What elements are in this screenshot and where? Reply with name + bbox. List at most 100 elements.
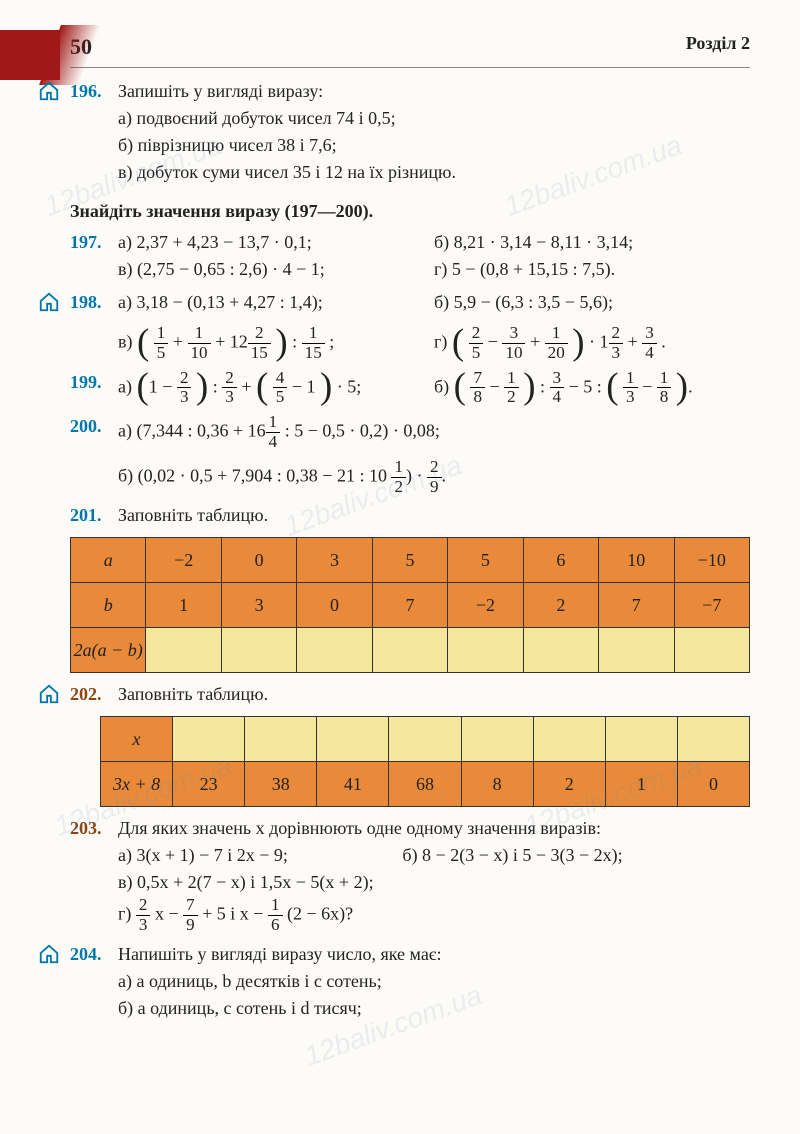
home-icon — [38, 80, 60, 102]
table-cell: 68 — [389, 762, 461, 807]
problem-line: б) 8,21 · 3,14 − 8,11 · 3,14; — [434, 229, 750, 256]
page: 12baliv.com.ua 12baliv.com.ua 12baliv.co… — [0, 0, 800, 1134]
problem-text: Заповніть таблицю. — [118, 505, 268, 525]
problem-204: 204. Напишіть у вигляді виразу число, як… — [70, 941, 750, 1022]
table-cell: 5 — [448, 538, 523, 583]
table-row-header: 3x + 8 — [101, 762, 173, 807]
table-row-header: a — [71, 538, 146, 583]
table-cell — [221, 628, 296, 673]
table-cell: 2 — [533, 762, 605, 807]
problem-line: а) подвоєний добуток чисел 74 і 0,5; — [118, 105, 750, 132]
problem-line-math: в) ( 15 + 110 + 12215 ) : 115 ; — [118, 324, 434, 363]
problem-line: б) 5,9 − (6,3 : 3,5 − 5,6); — [434, 289, 750, 316]
table-cell: 6 — [523, 538, 598, 583]
problem-body: а) 2,37 + 4,23 − 13,7 · 0,1; б) 8,21 · 3… — [118, 229, 750, 283]
section-title: Розділ 2 — [686, 30, 750, 63]
problem-line-math: г) ( 25 − 310 + 120 ) · 123 + 34 . — [434, 324, 750, 363]
table-cell — [677, 717, 749, 762]
problem-line: а) a одиниць, b десятків і c сотень; — [118, 968, 750, 995]
table-cell — [389, 717, 461, 762]
problem-line-math: г) 23 x − 79 + 5 і x − 16 (2 − 6x)? — [118, 896, 750, 935]
table-cell: 5 — [372, 538, 447, 583]
problem-title: Для яких значень x дорівнюють одне одном… — [118, 815, 750, 842]
problem-200: 200. а) (7,344 : 0,36 + 1614 : 5 − 0,5 ·… — [70, 413, 750, 496]
table-cell — [317, 717, 389, 762]
table-cell — [461, 717, 533, 762]
table-cell: 7 — [372, 583, 447, 628]
problem-198: 198. а) 3,18 − (0,13 + 4,27 : 1,4); б) 5… — [70, 289, 750, 363]
page-header: 50 Розділ 2 — [70, 30, 750, 68]
table-cell: −2 — [146, 538, 221, 583]
problem-line: а) 3(x + 1) − 7 і 2x − 9; — [118, 842, 402, 869]
problem-line: в) добуток суми чисел 35 і 12 на їх різн… — [118, 159, 750, 186]
problem-line: в) 0,5x + 2(7 − x) і 1,5x − 5(x + 2); — [118, 869, 750, 896]
table-cell: 23 — [173, 762, 245, 807]
table-cell — [533, 717, 605, 762]
problem-number: 199. — [70, 369, 118, 396]
problem-203: 203. Для яких значень x дорівнюють одне … — [70, 815, 750, 935]
problem-line-math: б) (0,02 · 0,5 + 7,904 : 0,38 − 21 : 10 … — [118, 458, 750, 497]
problem-197: 197. а) 2,37 + 4,23 − 13,7 · 0,1; б) 8,2… — [70, 229, 750, 283]
problem-body: Для яких значень x дорівнюють одне одном… — [118, 815, 750, 935]
problem-number: 197. — [70, 229, 118, 256]
problem-line: б) 8 − 2(3 − x) і 5 − 3(3 − 2x); — [402, 842, 750, 869]
table-cell: −2 — [448, 583, 523, 628]
problem-line-math: б) ( 78 − 12 ) : 34 − 5 : ( 13 − 18 ). — [434, 369, 750, 408]
table-cell — [372, 628, 447, 673]
home-icon — [38, 291, 60, 313]
table-cell — [146, 628, 221, 673]
table-cell — [173, 717, 245, 762]
table-cell — [674, 628, 750, 673]
problem-line: б) піврізницю чисел 38 і 7,6; — [118, 132, 750, 159]
problem-201: 201. Заповніть таблицю. — [70, 502, 750, 529]
page-corner-decoration — [0, 30, 60, 80]
problem-text: Заповніть таблицю. — [118, 684, 268, 704]
table-cell: 8 — [461, 762, 533, 807]
table-cell — [599, 628, 674, 673]
table-cell: 0 — [221, 538, 296, 583]
problem-body: а) (7,344 : 0,36 + 1614 : 5 − 0,5 · 0,2)… — [118, 413, 750, 496]
table-cell: 0 — [297, 583, 372, 628]
problem-number: 203. — [70, 815, 118, 842]
problem-number: 201. — [70, 502, 118, 529]
home-icon — [38, 683, 60, 705]
table-cell: 7 — [599, 583, 674, 628]
problem-line-math: а) (1 − 23 ) : 23 + ( 45 − 1 ) · 5; — [118, 369, 434, 408]
problem-body: Напишіть у вигляді виразу число, яке має… — [118, 941, 750, 1022]
problem-number: 198. — [70, 289, 118, 316]
problem-title: Запишіть у вигляді виразу: — [118, 78, 750, 105]
table-201: a−20355610−10b1307−227−72a(a − b) — [70, 537, 750, 673]
table-cell: 10 — [599, 538, 674, 583]
table-cell — [448, 628, 523, 673]
table-cell: 38 — [245, 762, 317, 807]
table-row-header: b — [71, 583, 146, 628]
problem-line: б) a одиниць, c сотень і d тисяч; — [118, 995, 750, 1022]
problem-line: г) 5 − (0,8 + 15,15 : 7,5). — [434, 256, 750, 283]
problem-body: а) (1 − 23 ) : 23 + ( 45 − 1 ) · 5; б) (… — [118, 369, 750, 408]
table-cell: 3 — [297, 538, 372, 583]
table-cell — [605, 717, 677, 762]
table-cell: −10 — [674, 538, 750, 583]
problem-line: а) 3,18 − (0,13 + 4,27 : 1,4); — [118, 289, 434, 316]
table-cell: 1 — [605, 762, 677, 807]
table-cell — [523, 628, 598, 673]
problem-body: Заповніть таблицю. — [118, 502, 750, 529]
table-cell: −7 — [674, 583, 750, 628]
problem-number: 202. — [70, 681, 118, 708]
problem-body: Заповніть таблицю. — [118, 681, 750, 708]
instruction: Знайдіть значення виразу (197—200). — [70, 198, 750, 225]
table-cell — [245, 717, 317, 762]
table-cell: 0 — [677, 762, 749, 807]
problem-title: Напишіть у вигляді виразу число, яке має… — [118, 941, 750, 968]
problem-202: 202. Заповніть таблицю. — [70, 681, 750, 708]
home-icon — [38, 943, 60, 965]
table-cell: 1 — [146, 583, 221, 628]
problem-number: 204. — [70, 941, 118, 968]
problem-number: 200. — [70, 413, 118, 440]
table-row-header: 2a(a − b) — [71, 628, 146, 673]
table-cell: 2 — [523, 583, 598, 628]
table-cell: 3 — [221, 583, 296, 628]
problem-body: Запишіть у вигляді виразу: а) подвоєний … — [118, 78, 750, 186]
problem-line: в) (2,75 − 0,65 : 2,6) · 4 − 1; — [118, 256, 434, 283]
problem-line: а) 2,37 + 4,23 − 13,7 · 0,1; — [118, 229, 434, 256]
